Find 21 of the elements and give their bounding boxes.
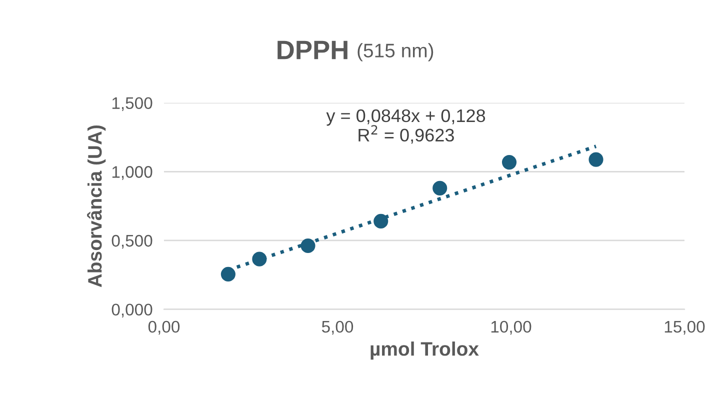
x-tick-label: 5,00 — [322, 320, 354, 335]
point — [432, 180, 448, 196]
point — [252, 252, 267, 266]
x-tick-label: 10,00 — [491, 320, 532, 335]
y-tick-label: 1,500 — [112, 97, 152, 111]
point — [502, 155, 517, 170]
point — [300, 238, 316, 254]
point — [588, 152, 604, 167]
annotation: y = 0,0848x + 0,128 — [326, 109, 486, 126]
point — [220, 266, 236, 282]
chart-title: DPPH — [278, 40, 348, 60]
y-tick-label: 0,000 — [112, 304, 152, 318]
x-tick-label: 15,00 — [664, 320, 705, 335]
chart-subtitle: (515 nm) — [358, 43, 434, 62]
y-tick-label: 0,500 — [112, 234, 152, 249]
y-tick-label: 1,000 — [112, 166, 152, 180]
annotation: R$^{2}$ = 0,9623 — [358, 125, 454, 144]
x-axis-title: µmol Trolox — [370, 342, 479, 360]
point — [374, 214, 388, 228]
x-tick-label: 0,00 — [148, 320, 180, 335]
y-axis-title: Absorvância (UA) — [87, 125, 106, 288]
